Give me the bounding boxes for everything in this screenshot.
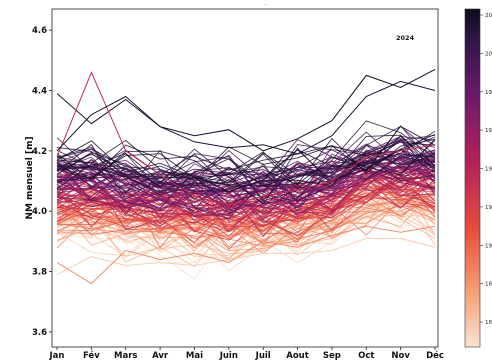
colorbar-tick-label: 20 [485,51,492,57]
colorbar-tick-label: 19 [485,167,492,173]
series-line [56,149,436,188]
series-line [56,137,436,201]
x-tick-label: Oct [358,351,374,360]
x-tick-label: Nov [391,351,410,360]
x-axis: Jan Fév Mars Avr Mai Juin Juil Aout Sep Oct Nov Déc [49,347,444,360]
x-tick-label: Mai [186,351,203,360]
x-tick-label: Juil [255,351,271,360]
top-dot: · [265,2,267,9]
x-tick-label: Mars [114,351,137,360]
series-line [56,138,436,186]
colorbar-ticks: 20 20 19 19 19 19 19 18 18 [480,13,492,326]
series-line [56,138,436,196]
y-tick-label: 4.4 [32,86,47,96]
y-tick-label: 4.0 [32,207,47,217]
colorbar: 20 20 19 19 19 19 19 18 18 [464,8,492,348]
series-line [56,133,436,187]
x-tick-label: Déc [426,350,444,360]
colorbar-tick-label: 19 [485,243,492,249]
colorbar-tick-label: 18 [485,282,492,288]
series-line [56,169,436,233]
series-line [56,199,436,249]
x-tick-label: Juin [219,351,238,360]
highlight-series-line [56,71,436,206]
colorbar-gradient [464,8,481,348]
highlight-series-line [56,68,436,152]
highlight-series-line [56,225,436,285]
y-tick-label: 4.2 [32,147,47,157]
series-line [56,135,436,186]
y-axis-title: NM mensuel [m] [25,136,35,219]
series-line [56,177,436,252]
series-line [56,141,436,180]
x-tick-label: Fév [83,350,100,360]
year-annotation: 2024 [396,34,415,42]
colorbar-tick-label: 19 [485,90,492,96]
colorbar-tick-label: 18 [485,320,492,326]
colorbar-tick-label: 19 [485,128,492,134]
series-line [56,125,436,196]
series-line [56,177,436,237]
colorbar-tick-label: 20 [485,13,492,19]
highlight-series-line [56,80,436,155]
x-tick-label: Aout [286,351,309,360]
y-axis: 3.6 3.8 4.0 4.2 4.4 4.6 [32,26,52,338]
colorbar-tick-label: 19 [485,205,492,211]
x-tick-label: Jan [49,351,65,360]
series-line [56,150,436,218]
series-line [56,125,436,182]
x-tick-label: Sep [323,351,341,360]
series-lines [56,68,436,285]
y-tick-label: 3.8 [32,268,47,278]
series-line [56,155,436,204]
x-tick-label: Avr [152,351,169,360]
series-line [56,120,436,190]
plot-area [51,8,439,348]
y-tick-label: 3.6 [32,328,47,338]
highlight-series-line [56,237,436,276]
y-tick-label: 4.6 [32,26,47,36]
